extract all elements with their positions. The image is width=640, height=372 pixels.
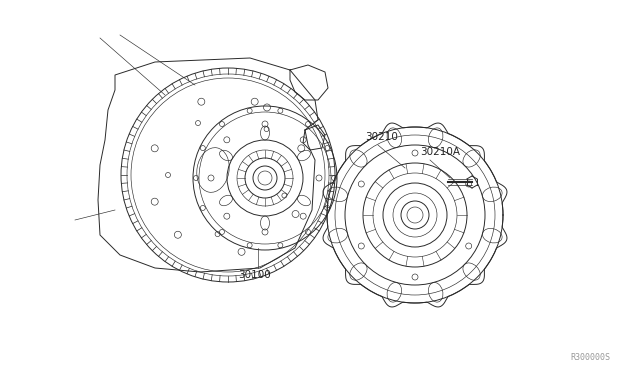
Text: R300000S: R300000S: [570, 353, 610, 362]
Text: 30100: 30100: [238, 270, 271, 280]
Text: 30210: 30210: [365, 132, 398, 142]
Text: 30210A: 30210A: [420, 147, 460, 157]
